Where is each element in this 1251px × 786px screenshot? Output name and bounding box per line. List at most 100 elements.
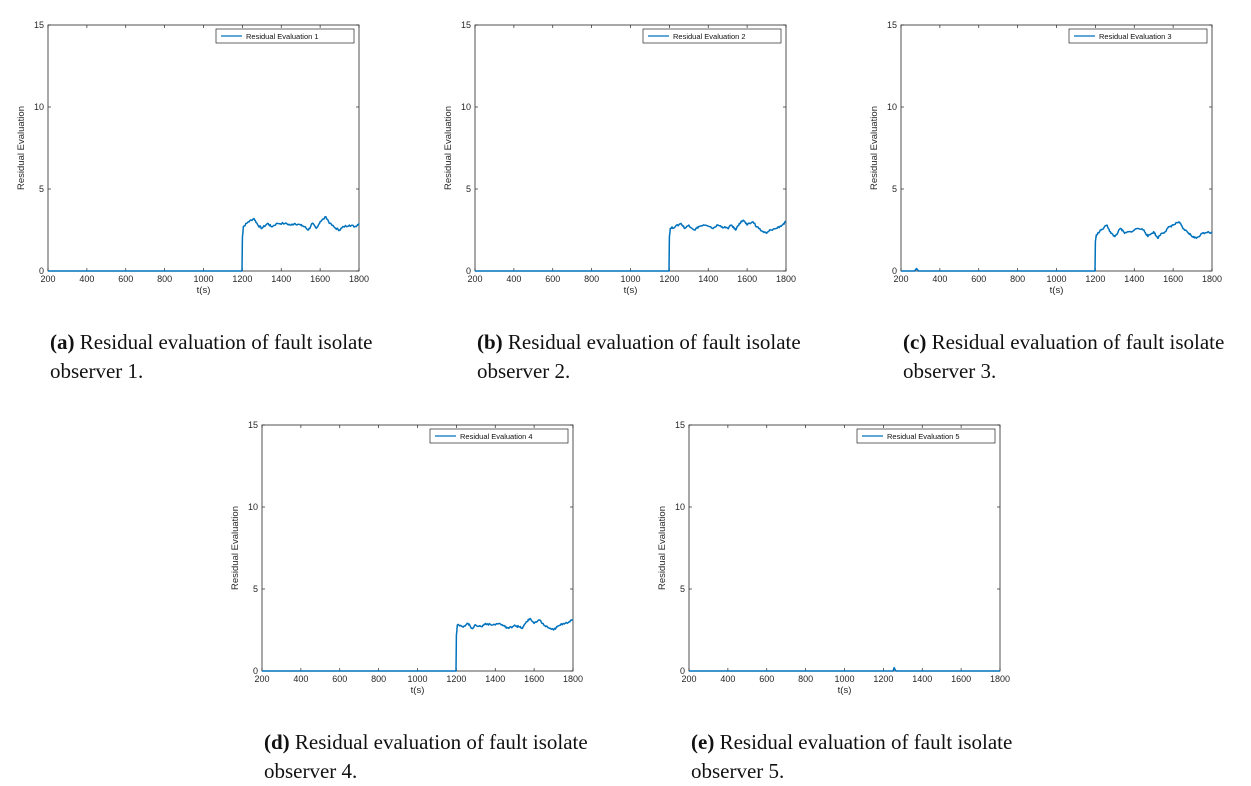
x-tick-label: 1400 [1124, 274, 1144, 284]
x-tick-label: 1400 [912, 674, 932, 684]
y-tick-label: 10 [461, 102, 471, 112]
x-tick-label: 600 [118, 274, 133, 284]
y-axis-label: Residual Evaluation [869, 106, 880, 190]
y-tick-label: 0 [466, 266, 471, 276]
x-tick-label: 400 [293, 674, 308, 684]
caption-text: Residual evaluation of fault isolate obs… [264, 730, 588, 783]
chart-panel-e: 200 400 600 800 1000 1200 1400 1600 1800 0 5 10 15 t(… [657, 420, 1029, 783]
y-tick-label: 15 [675, 420, 685, 430]
y-tick-label: 10 [248, 502, 258, 512]
series-line [48, 216, 360, 272]
x-tick-label: 1200 [232, 274, 252, 284]
caption: (c) Residual evaluation of fault isolate… [903, 328, 1233, 386]
caption-text: Residual evaluation of fault isolate obs… [477, 330, 801, 383]
y-tick-label: 15 [887, 20, 897, 30]
x-tick-label: 1000 [407, 674, 427, 684]
legend-label: Residual Evaluation 4 [460, 432, 533, 441]
legend-box [215, 28, 355, 44]
legend-box [642, 28, 782, 44]
y-tick-label: 10 [34, 102, 44, 112]
chart-panel-a: 200 400 600 800 1000 1200 1400 1600 1800 0 5 10 15 t(… [16, 20, 388, 383]
x-tick-label: 600 [545, 274, 560, 284]
caption-panel-label: (a) [50, 330, 75, 354]
series-line [689, 666, 1000, 672]
y-axis-label: Residual Evaluation [230, 506, 241, 590]
x-tick-label: 1200 [1085, 274, 1105, 284]
legend-label: Residual Evaluation 1 [246, 32, 319, 41]
x-tick-label: 1200 [446, 674, 466, 684]
chart-panel-c: 200 400 600 800 1000 1200 1400 1600 1800 0 5 10 15 t(… [869, 20, 1241, 383]
series-line [475, 219, 787, 272]
x-axis-label: t(s) [1050, 285, 1064, 296]
y-tick-label: 0 [39, 266, 44, 276]
x-tick-label: 200 [40, 274, 55, 284]
x-tick-label: 600 [332, 674, 347, 684]
y-tick-label: 5 [466, 184, 471, 194]
y-tick-label: 5 [892, 184, 897, 194]
x-tick-label: 200 [254, 674, 269, 684]
chart-panel-d: 200 400 600 800 1000 1200 1400 1600 1800 0 5 10 15 t(… [230, 420, 602, 783]
x-tick-label: 1200 [873, 674, 893, 684]
y-tick-label: 5 [253, 584, 258, 594]
caption-panel-label: (d) [264, 730, 290, 754]
chart-svg: 200 400 600 800 1000 1200 1400 1600 1800 0 5 10 15 t(… [657, 420, 1010, 696]
plot-area [900, 24, 1213, 272]
x-tick-label: 1800 [349, 274, 369, 284]
x-tick-label: 1000 [1046, 274, 1066, 284]
caption: (a) Residual evaluation of fault isolate… [50, 328, 380, 386]
y-tick-label: 0 [680, 666, 685, 676]
legend-label: Residual Evaluation 5 [887, 432, 960, 441]
legend-label: Residual Evaluation 3 [1099, 32, 1172, 41]
x-tick-label: 1400 [485, 674, 505, 684]
y-tick-label: 10 [887, 102, 897, 112]
x-tick-label: 600 [971, 274, 986, 284]
chart-svg: 200 400 600 800 1000 1200 1400 1600 1800 0 5 10 15 t(… [230, 420, 583, 696]
x-axis-label: t(s) [838, 685, 852, 696]
plot-area [47, 24, 360, 272]
x-tick-label: 400 [79, 274, 94, 284]
caption: (b) Residual evaluation of fault isolate… [477, 328, 807, 386]
x-tick-label: 1600 [1163, 274, 1183, 284]
y-tick-label: 10 [675, 502, 685, 512]
y-tick-label: 15 [248, 420, 258, 430]
caption: (e) Residual evaluation of fault isolate… [691, 728, 1021, 786]
y-tick-label: 15 [461, 20, 471, 30]
chart-panel-b: 200 400 600 800 1000 1200 1400 1600 1800 0 5 10 15 t(… [443, 20, 815, 383]
legend-box [856, 428, 996, 444]
x-tick-label: 200 [893, 274, 908, 284]
x-tick-label: 1000 [193, 274, 213, 284]
x-axis-label: t(s) [411, 685, 425, 696]
x-tick-label: 800 [798, 674, 813, 684]
x-tick-label: 800 [584, 274, 599, 284]
x-tick-label: 1600 [951, 674, 971, 684]
legend-box [429, 428, 569, 444]
x-tick-label: 1000 [620, 274, 640, 284]
x-tick-label: 1400 [271, 274, 291, 284]
y-tick-label: 15 [34, 20, 44, 30]
caption: (d) Residual evaluation of fault isolate… [264, 728, 594, 786]
plot-area [688, 424, 1001, 672]
legend-label: Residual Evaluation 2 [673, 32, 746, 41]
x-tick-label: 800 [157, 274, 172, 284]
x-tick-label: 400 [720, 674, 735, 684]
caption-text: Residual evaluation of fault isolate obs… [50, 330, 373, 383]
x-tick-label: 600 [759, 674, 774, 684]
series-line [901, 221, 1213, 272]
y-axis-label: Residual Evaluation [16, 106, 27, 190]
y-tick-label: 5 [680, 584, 685, 594]
x-tick-label: 1000 [834, 674, 854, 684]
caption-panel-label: (c) [903, 330, 927, 354]
x-tick-label: 1600 [737, 274, 757, 284]
plot-area [474, 24, 787, 272]
y-axis-label: Residual Evaluation [443, 106, 454, 190]
caption-text: Residual evaluation of fault isolate obs… [691, 730, 1013, 783]
x-tick-label: 1600 [310, 274, 330, 284]
y-tick-label: 0 [892, 266, 897, 276]
chart-svg: 200 400 600 800 1000 1200 1400 1600 1800 0 5 10 15 t(… [869, 20, 1222, 296]
caption-panel-label: (e) [691, 730, 715, 754]
x-tick-label: 1200 [659, 274, 679, 284]
x-axis-label: t(s) [197, 285, 211, 296]
y-tick-label: 0 [253, 666, 258, 676]
plot-area [261, 424, 574, 672]
legend-box [1068, 28, 1208, 44]
